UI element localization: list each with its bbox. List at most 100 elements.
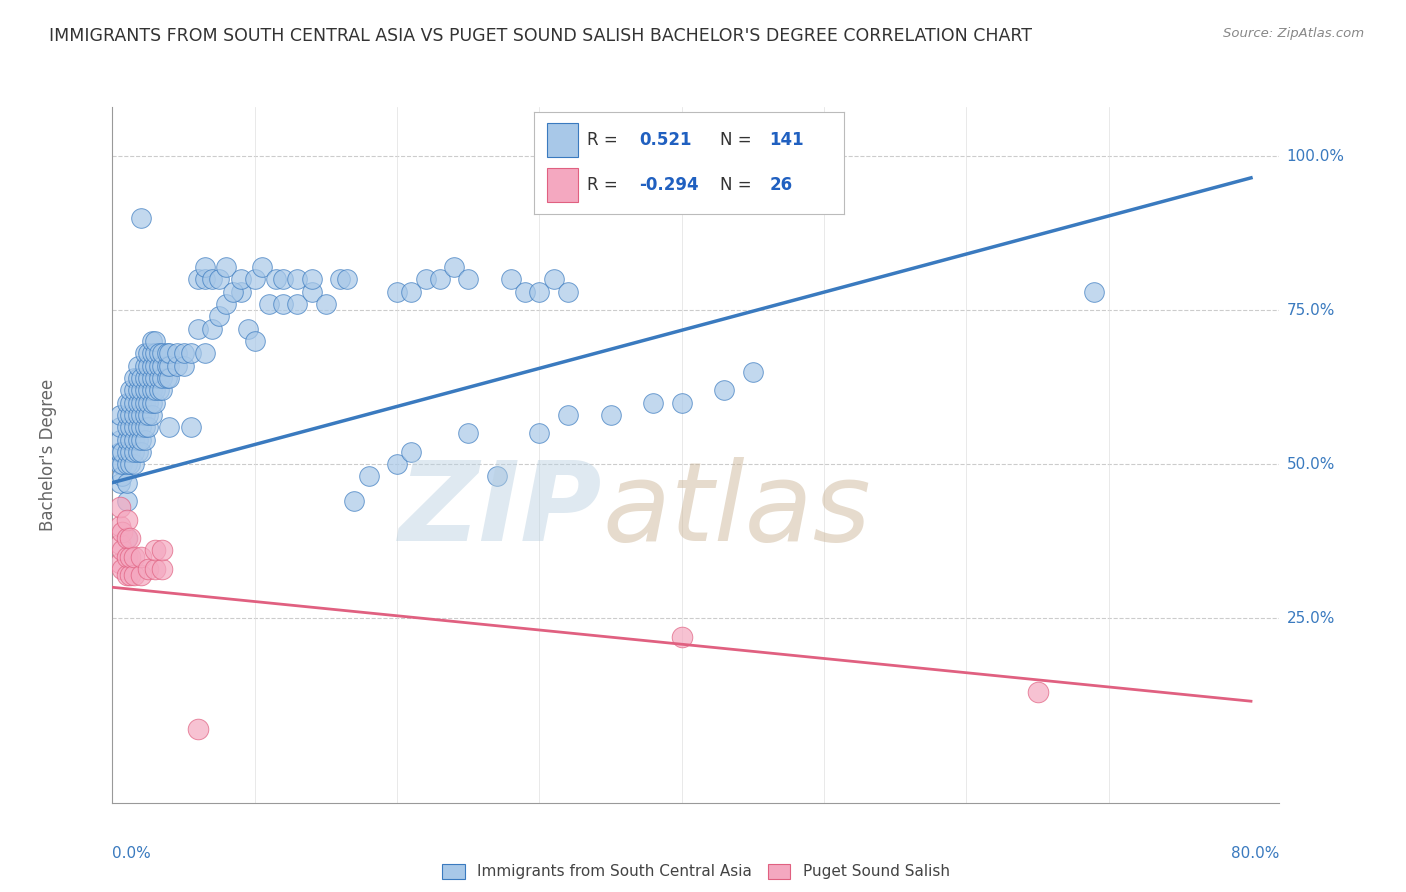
Point bbox=[108, 420, 131, 434]
Point bbox=[201, 321, 224, 335]
Point bbox=[136, 420, 159, 434]
Point bbox=[122, 549, 145, 564]
Point bbox=[141, 371, 163, 385]
Text: 100.0%: 100.0% bbox=[1286, 149, 1344, 164]
Point bbox=[222, 285, 245, 299]
FancyBboxPatch shape bbox=[547, 168, 578, 202]
Point bbox=[187, 321, 209, 335]
Point bbox=[129, 395, 152, 409]
Point bbox=[357, 469, 380, 483]
Point bbox=[557, 408, 579, 422]
Point bbox=[111, 445, 134, 459]
Point bbox=[141, 408, 163, 422]
Point bbox=[155, 371, 177, 385]
Point bbox=[148, 359, 170, 373]
Point bbox=[180, 420, 202, 434]
Point bbox=[108, 408, 131, 422]
Point bbox=[118, 420, 141, 434]
Point bbox=[150, 543, 173, 558]
Point bbox=[129, 433, 152, 447]
Point bbox=[148, 384, 170, 398]
Point bbox=[236, 321, 259, 335]
Point bbox=[111, 469, 134, 483]
Point bbox=[529, 426, 551, 441]
Point bbox=[457, 426, 479, 441]
Text: N =: N = bbox=[720, 176, 751, 194]
Point bbox=[208, 310, 231, 324]
Point bbox=[385, 457, 408, 471]
Point bbox=[122, 568, 145, 582]
Point bbox=[122, 371, 145, 385]
Point bbox=[127, 420, 149, 434]
Text: IMMIGRANTS FROM SOUTH CENTRAL ASIA VS PUGET SOUND SALISH BACHELOR'S DEGREE CORRE: IMMIGRANTS FROM SOUTH CENTRAL ASIA VS PU… bbox=[49, 27, 1032, 45]
Point bbox=[157, 420, 180, 434]
Point bbox=[485, 469, 508, 483]
Point bbox=[115, 457, 138, 471]
Point bbox=[143, 359, 166, 373]
Point bbox=[229, 285, 252, 299]
Point bbox=[529, 285, 551, 299]
Point bbox=[287, 297, 309, 311]
Point bbox=[108, 475, 131, 490]
Point bbox=[157, 346, 180, 360]
Point bbox=[173, 359, 195, 373]
Point bbox=[141, 395, 163, 409]
Point bbox=[134, 346, 156, 360]
Point bbox=[713, 384, 735, 398]
Point bbox=[201, 272, 224, 286]
Point bbox=[115, 445, 138, 459]
Point bbox=[401, 285, 423, 299]
Point bbox=[150, 384, 173, 398]
Point bbox=[122, 420, 145, 434]
Point bbox=[134, 384, 156, 398]
Point bbox=[557, 285, 579, 299]
Point bbox=[215, 297, 238, 311]
Point bbox=[118, 568, 141, 582]
Point bbox=[143, 562, 166, 576]
Point bbox=[143, 346, 166, 360]
FancyBboxPatch shape bbox=[547, 123, 578, 157]
Point bbox=[148, 346, 170, 360]
Text: R =: R = bbox=[586, 131, 617, 149]
Point bbox=[257, 297, 280, 311]
Text: 0.0%: 0.0% bbox=[112, 846, 152, 861]
Text: Bachelor's Degree: Bachelor's Degree bbox=[39, 379, 58, 531]
Point bbox=[111, 457, 134, 471]
Text: 80.0%: 80.0% bbox=[1232, 846, 1279, 861]
Point bbox=[457, 272, 479, 286]
Point bbox=[129, 211, 152, 225]
Point bbox=[108, 457, 131, 471]
Point bbox=[671, 395, 693, 409]
Point bbox=[243, 334, 266, 348]
Point bbox=[215, 260, 238, 274]
Point bbox=[150, 371, 173, 385]
Point bbox=[115, 549, 138, 564]
Text: 0.521: 0.521 bbox=[640, 131, 692, 149]
Point bbox=[336, 272, 359, 286]
Point bbox=[271, 272, 294, 286]
Point bbox=[118, 384, 141, 398]
Point bbox=[118, 457, 141, 471]
Point bbox=[134, 420, 156, 434]
Point bbox=[229, 272, 252, 286]
Point bbox=[250, 260, 273, 274]
Point bbox=[122, 408, 145, 422]
Point bbox=[115, 512, 138, 526]
Point bbox=[166, 346, 188, 360]
Point bbox=[115, 395, 138, 409]
Text: atlas: atlas bbox=[603, 457, 872, 564]
Point bbox=[741, 365, 763, 379]
Point bbox=[166, 359, 188, 373]
Point bbox=[115, 433, 138, 447]
Text: 25.0%: 25.0% bbox=[1286, 611, 1334, 625]
Text: -0.294: -0.294 bbox=[640, 176, 699, 194]
Point bbox=[194, 346, 217, 360]
Point bbox=[141, 384, 163, 398]
Text: 141: 141 bbox=[769, 131, 804, 149]
Point bbox=[141, 359, 163, 373]
Point bbox=[136, 395, 159, 409]
Point bbox=[115, 494, 138, 508]
Point bbox=[127, 433, 149, 447]
Point bbox=[129, 408, 152, 422]
Point bbox=[111, 524, 134, 539]
